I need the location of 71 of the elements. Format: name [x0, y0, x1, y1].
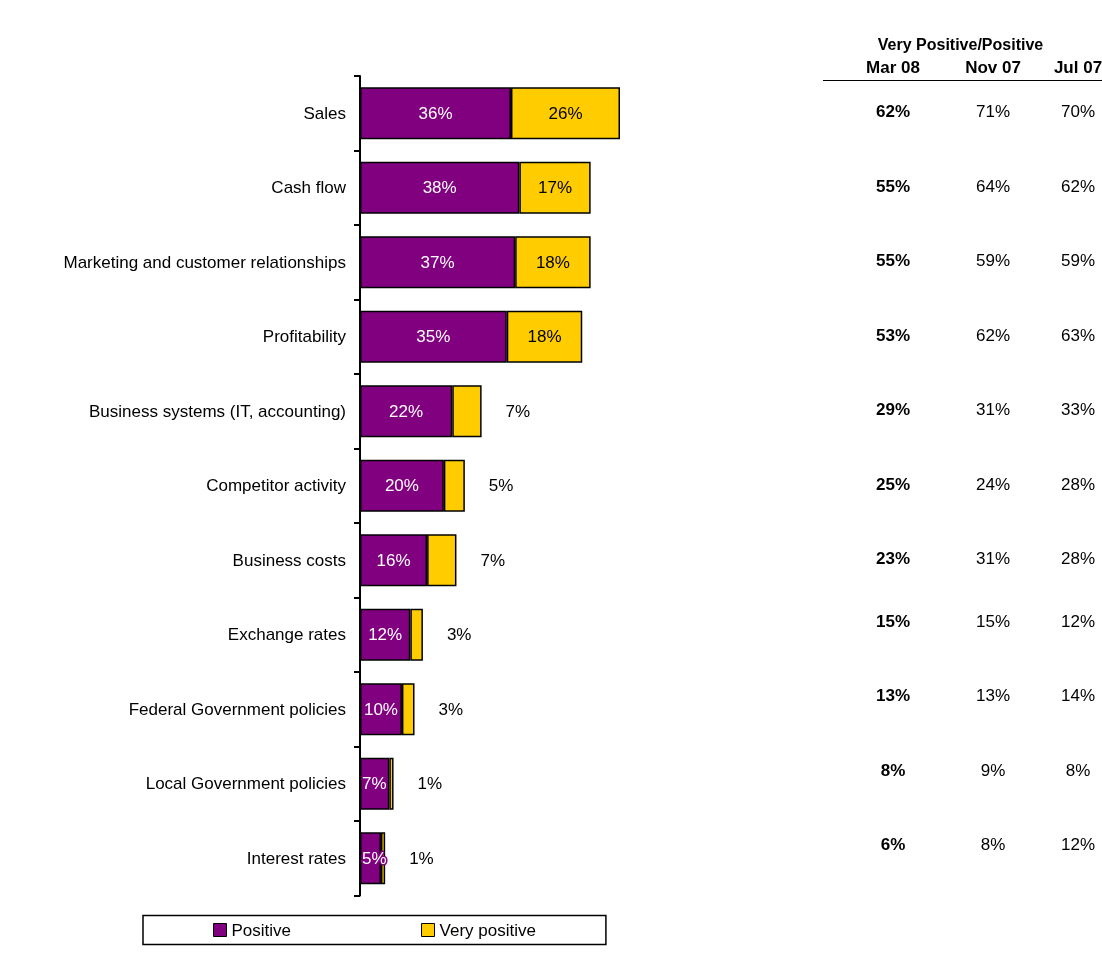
text: 8%	[1065, 760, 1091, 780]
data-label: 38%	[422, 178, 457, 198]
text: 31%	[975, 400, 1011, 419]
text: 28%	[1060, 549, 1096, 568]
y-tick-label: Local Government policies	[145, 774, 346, 794]
data-label: 12%	[368, 625, 403, 645]
data-label: 18%	[527, 327, 562, 347]
legend-label: Very positive	[439, 920, 536, 940]
text: 12%	[1060, 611, 1096, 631]
text: 8%	[880, 760, 906, 780]
y-tick-label: Business systems (IT, accounting)	[89, 401, 346, 421]
data-label: 1%	[417, 774, 443, 794]
text: 13%	[975, 686, 1011, 705]
data-label: 3%	[446, 625, 472, 645]
y-tick-label: Profitability	[262, 327, 347, 347]
data-label: 22%	[389, 401, 424, 421]
text: 53%	[875, 325, 911, 345]
text: 70%	[1060, 102, 1096, 121]
category-label: Nov 07	[964, 58, 1022, 78]
text: Very Positive/Positive	[876, 36, 1045, 54]
text: 28%	[1060, 474, 1096, 494]
y-tick-label: Cash flow	[271, 178, 347, 198]
data-label: 26%	[548, 103, 583, 123]
data-label: 7%	[505, 401, 531, 421]
data-label: 37%	[420, 252, 455, 272]
y-tick-label: Federal Government policies	[128, 699, 346, 719]
text: 63%	[1060, 325, 1096, 345]
y-tick-label: Marketing and customer relationships	[63, 252, 346, 272]
text: 55%	[875, 176, 911, 196]
text: 71%	[975, 102, 1011, 121]
text: 55%	[875, 251, 911, 270]
text: 13%	[875, 686, 911, 705]
data-label: 5%	[488, 476, 514, 496]
y-tick-label: Competitor activity	[206, 476, 347, 496]
text: 6%	[880, 835, 906, 854]
text: 33%	[1060, 400, 1096, 419]
data-label: 36%	[418, 103, 453, 123]
data-label: 7%	[480, 550, 506, 570]
category-label: Jul 07	[1052, 58, 1102, 78]
data-label: 20%	[384, 476, 419, 496]
data-label: 18%	[535, 252, 570, 272]
text: 9%	[980, 760, 1006, 780]
data-label: 16%	[376, 550, 411, 570]
legend-label: Positive	[231, 920, 292, 940]
data-label: 3%	[438, 699, 464, 719]
text: 12%	[1060, 835, 1096, 854]
text: 59%	[1060, 251, 1096, 270]
category-label: Mar 08	[865, 58, 921, 78]
text: 14%	[1060, 686, 1096, 705]
y-tick-label: Exchange rates	[227, 625, 346, 645]
text: 62%	[875, 102, 911, 121]
data-label: 17%	[537, 178, 573, 198]
text: 15%	[875, 611, 911, 631]
y-tick-label: Business costs	[232, 550, 346, 570]
data-label: 7%	[362, 774, 387, 794]
y-tick-label: Interest rates	[246, 848, 346, 868]
text: 8%	[980, 835, 1006, 854]
text: 24%	[975, 474, 1011, 494]
text: 64%	[975, 176, 1011, 196]
text: 23%	[875, 549, 911, 568]
text: 29%	[875, 400, 911, 419]
text: 62%	[1060, 176, 1096, 196]
data-label: 35%	[416, 327, 451, 347]
data-label: 10%	[363, 699, 398, 719]
text: 31%	[975, 549, 1011, 568]
text: 62%	[975, 325, 1011, 345]
y-tick-label: Sales	[303, 103, 346, 123]
text: 25%	[875, 474, 911, 494]
data-label: 1%	[409, 848, 434, 868]
text: 59%	[975, 251, 1011, 270]
text: 15%	[975, 611, 1011, 631]
